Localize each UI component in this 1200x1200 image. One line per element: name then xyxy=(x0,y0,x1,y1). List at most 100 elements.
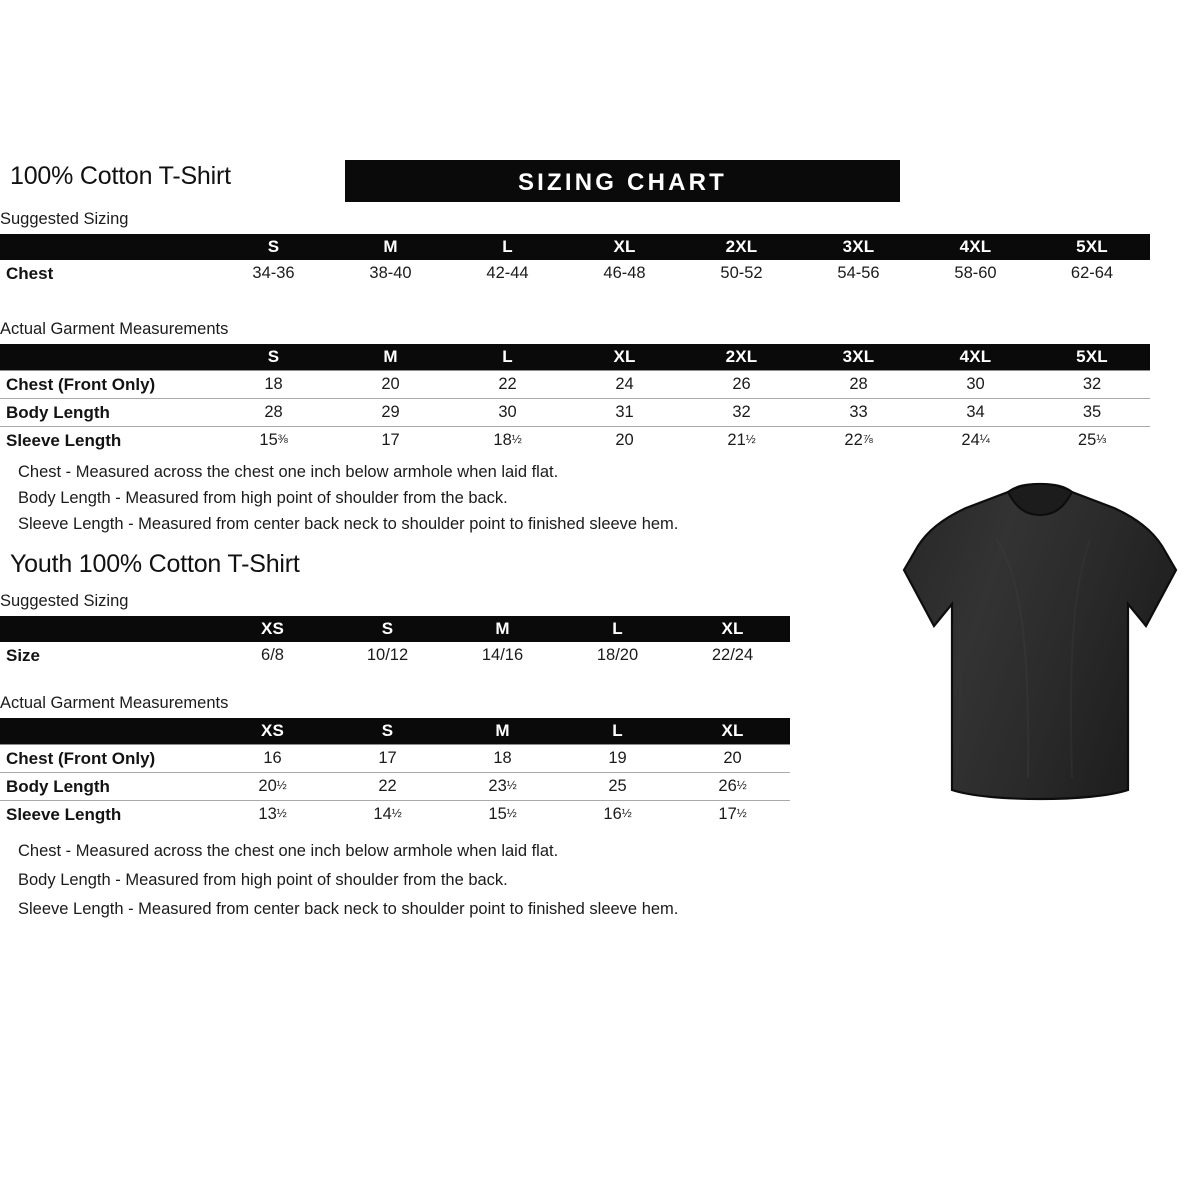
table-header-row: S M L XL 2XL 3XL 4XL 5XL xyxy=(0,234,1150,260)
fraction-glyph: ⅓ xyxy=(1096,431,1107,446)
table-row: Sleeve Length 13½ 14½ 15½ 16½ 17½ xyxy=(0,800,790,828)
youth-actual-cell: 19 xyxy=(560,744,675,773)
youth-suggested-row-label: Size xyxy=(6,645,41,665)
table-row: Chest 34-36 38-40 42-44 46-48 50-52 54-56 58-60… xyxy=(0,260,1150,287)
youth-note-body-length: Body Length - Measured from high point o… xyxy=(18,871,508,889)
adult-actual-cell: 24 xyxy=(566,370,683,399)
table-body: Chest (Front Only) 16 17 18 19 20 Body Length 2… xyxy=(0,744,790,828)
youth-actual-cell: 26½ xyxy=(675,772,790,801)
youth-actual-cell: 18 xyxy=(445,744,560,773)
youth-suggested-column-header: M xyxy=(495,619,510,638)
table-header-row: S M L XL 2XL 3XL 4XL 5XL xyxy=(0,344,1150,371)
adult-actual-cell: 22 xyxy=(449,370,566,399)
adult-actual-cell: 35 xyxy=(1034,398,1150,427)
youth-actual-cell: 23½ xyxy=(445,772,560,801)
adult-actual-cell: 28 xyxy=(800,370,917,399)
youth-suggested-rowlabel-header xyxy=(0,616,215,642)
fraction-glyph: ½ xyxy=(276,777,287,792)
adult-actual-row-label: Body Length xyxy=(0,398,215,427)
adult-actual-cell: 24¼ xyxy=(917,426,1034,454)
youth-actual-row-label: Chest (Front Only) xyxy=(0,744,215,773)
adult-actual-column-header: 2XL xyxy=(725,347,758,366)
adult-suggested-rowlabel-header xyxy=(0,234,215,260)
adult-actual-column-header: M xyxy=(383,347,398,366)
adult-actual-cell: 29 xyxy=(332,398,449,427)
adult-suggested-column-header: S xyxy=(267,237,280,256)
adult-actual-cell: 26 xyxy=(683,370,800,399)
youth-actual-rowlabel-header xyxy=(0,718,215,745)
adult-suggested-row-label: Chest xyxy=(6,263,54,283)
youth-actual-column-header: XL xyxy=(721,721,744,740)
table-row: Body Length 28 29 30 31 32 33 34 35 xyxy=(0,398,1150,427)
youth-actual-cell: 17½ xyxy=(675,800,790,828)
youth-suggested-column-header: S xyxy=(381,619,394,638)
fraction-glyph: ½ xyxy=(621,805,632,820)
table-body: Size 6/8 10/12 14/16 18/20 22/24 xyxy=(0,642,790,669)
fraction-glyph: ½ xyxy=(511,431,522,446)
adult-actual-cell: 25⅓ xyxy=(1034,426,1150,454)
fraction-glyph: ½ xyxy=(506,805,517,820)
adult-actual-caption: Actual Garment Measurements xyxy=(0,320,229,338)
fraction-glyph: ½ xyxy=(745,431,756,446)
adult-actual-cell: 15⅜ xyxy=(215,426,332,454)
adult-actual-cell: 18½ xyxy=(449,426,566,454)
adult-suggested-column-header: 3XL xyxy=(842,237,875,256)
adult-actual-measurements-table: S M L XL 2XL 3XL 4XL 5XL Chest (Front Only) 18 20… xyxy=(0,344,1150,454)
youth-note-chest: Chest - Measured across the chest one in… xyxy=(18,842,559,860)
youth-actual-caption: Actual Garment Measurements xyxy=(0,694,229,712)
adult-suggested-cell: 58-60 xyxy=(954,264,997,282)
fraction-glyph: ½ xyxy=(736,777,747,792)
youth-actual-column-header: L xyxy=(612,721,623,740)
youth-actual-cell: 17 xyxy=(330,744,445,773)
adult-actual-column-header: XL xyxy=(613,347,636,366)
adult-suggested-cell: 50-52 xyxy=(720,264,763,282)
youth-actual-row-label: Body Length xyxy=(0,772,215,801)
youth-suggested-column-header: XS xyxy=(260,619,285,638)
youth-suggested-cell: 6/8 xyxy=(261,646,284,664)
adult-actual-rowlabel-header xyxy=(0,344,215,371)
adult-actual-cell: 30 xyxy=(449,398,566,427)
table-row: Chest (Front Only) 16 17 18 19 20 xyxy=(0,744,790,773)
adult-suggested-cell: 42-44 xyxy=(486,264,529,282)
youth-actual-cell: 16 xyxy=(215,744,330,773)
fraction-glyph: ¼ xyxy=(979,431,990,446)
adult-actual-row-label: Chest (Front Only) xyxy=(0,370,215,399)
adult-actual-row-label: Sleeve Length xyxy=(0,426,215,454)
table-row: Size 6/8 10/12 14/16 18/20 22/24 xyxy=(0,642,790,669)
youth-suggested-cell: 14/16 xyxy=(481,646,524,664)
adult-suggested-column-header: XL xyxy=(613,237,636,256)
adult-note-chest: Chest - Measured across the chest one in… xyxy=(18,463,559,481)
adult-actual-column-header: 5XL xyxy=(1076,347,1108,366)
adult-actual-cell: 28 xyxy=(215,398,332,427)
adult-actual-cell: 33 xyxy=(800,398,917,427)
adult-actual-column-header: 4XL xyxy=(959,347,992,366)
adult-actual-column-header: 3XL xyxy=(842,347,875,366)
sizing-chart-banner-label: SIZING CHART xyxy=(517,169,728,196)
fraction-glyph: ½ xyxy=(391,805,402,820)
youth-suggested-caption: Suggested Sizing xyxy=(0,592,129,610)
youth-actual-column-header: XS xyxy=(260,721,285,740)
youth-suggested-column-header: L xyxy=(612,619,623,638)
youth-actual-row-label: Sleeve Length xyxy=(0,800,215,828)
youth-suggested-sizing-table: XS S M L XL Size 6/8 10/12 14/16 18/20 22/24 xyxy=(0,616,790,669)
adult-suggested-cell: 62-64 xyxy=(1070,264,1114,282)
fraction-glyph: ½ xyxy=(506,777,517,792)
adult-note-sleeve-length: Sleeve Length - Measured from center bac… xyxy=(18,515,679,533)
adult-suggested-cell: 54-56 xyxy=(837,264,880,282)
youth-actual-column-header: S xyxy=(381,721,394,740)
table-row: Chest (Front Only) 18 20 22 24 26 28 30 32 xyxy=(0,370,1150,399)
adult-actual-cell: 31 xyxy=(566,398,683,427)
sizing-chart-banner: SIZING CHART xyxy=(345,160,900,202)
fraction-glyph: ⅜ xyxy=(277,431,288,446)
youth-note-sleeve-length: Sleeve Length - Measured from center bac… xyxy=(18,900,679,918)
adult-suggested-column-header: 2XL xyxy=(725,237,758,256)
adult-actual-cell: 34 xyxy=(917,398,1034,427)
adult-actual-cell: 32 xyxy=(1034,370,1150,399)
youth-actual-cell: 20½ xyxy=(215,772,330,801)
adult-suggested-cell: 38-40 xyxy=(369,264,412,282)
adult-suggested-cell: 46-48 xyxy=(603,264,646,282)
adult-actual-cell: 18 xyxy=(215,370,332,399)
adult-suggested-column-header: 4XL xyxy=(959,237,992,256)
adult-actual-cell: 20 xyxy=(566,426,683,454)
